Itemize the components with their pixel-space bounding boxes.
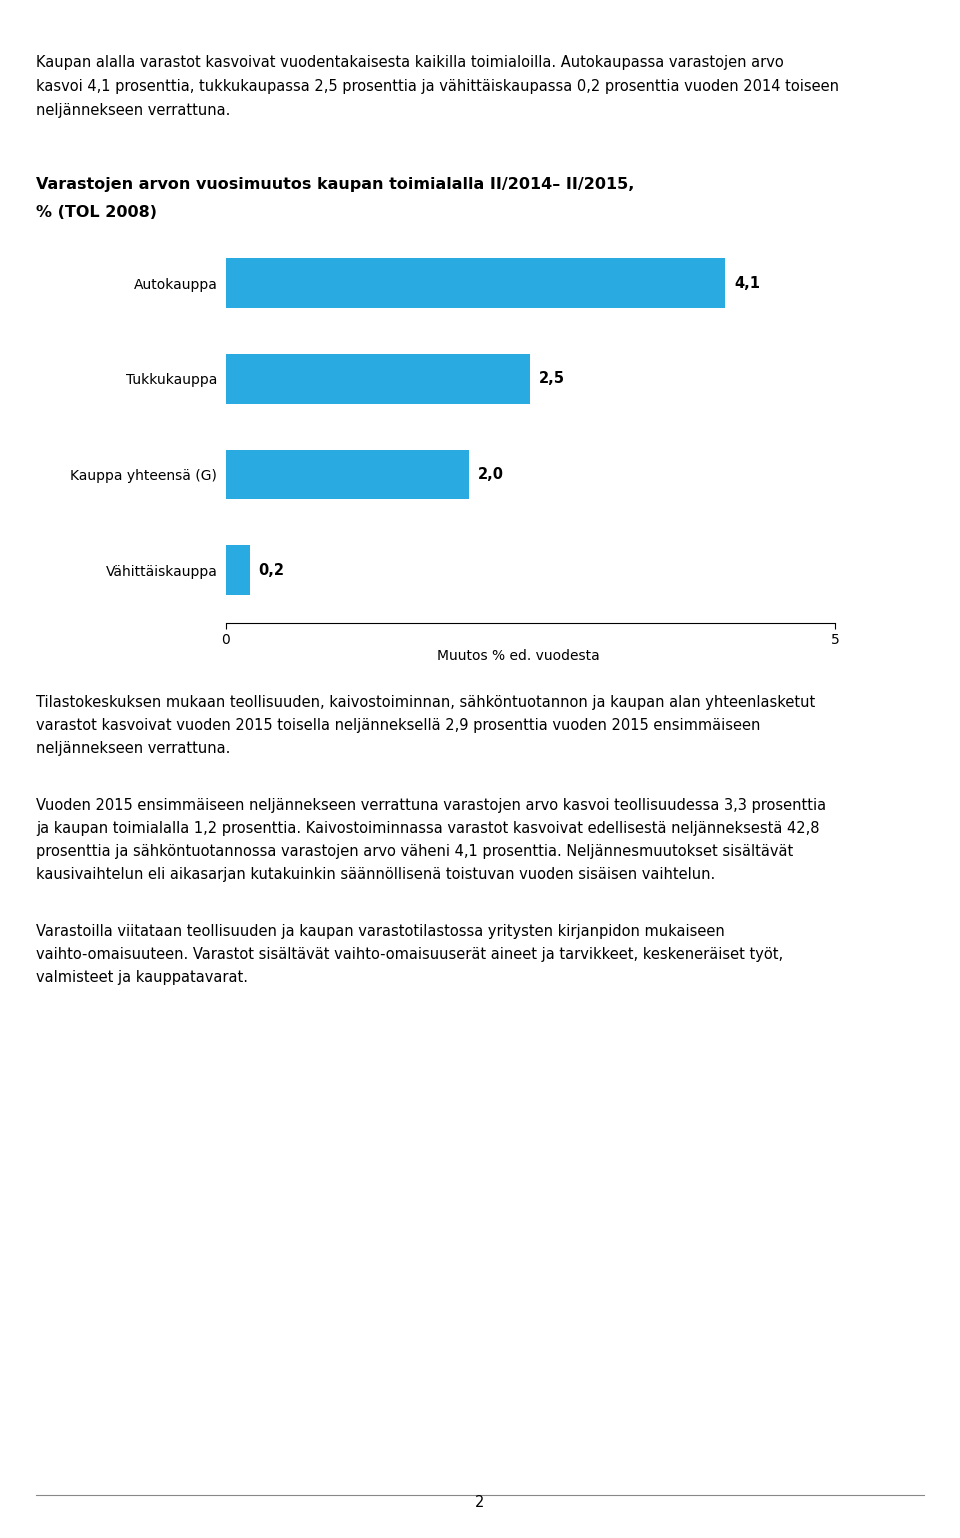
- Text: % (TOL 2008): % (TOL 2008): [36, 205, 157, 220]
- Bar: [226, 354, 531, 404]
- Text: neljännekseen verrattuna.: neljännekseen verrattuna.: [36, 103, 230, 118]
- Text: varastot kasvoivat vuoden 2015 toisella neljänneksellä 2,9 prosenttia vuoden 201: varastot kasvoivat vuoden 2015 toisella …: [36, 718, 761, 734]
- Text: Muutos % ed. vuodesta: Muutos % ed. vuodesta: [437, 649, 600, 663]
- Text: Kaupan alalla varastot kasvoivat vuodentakaisesta kaikilla toimialoilla. Autokau: Kaupan alalla varastot kasvoivat vuodent…: [36, 55, 784, 71]
- Text: Vuoden 2015 ensimmäiseen neljännekseen verrattuna varastojen arvo kasvoi teollis: Vuoden 2015 ensimmäiseen neljännekseen v…: [36, 798, 827, 814]
- Text: Tilastokeskuksen mukaan teollisuuden, kaivostoiminnan, sähköntuotannon ja kaupan: Tilastokeskuksen mukaan teollisuuden, ka…: [36, 695, 816, 711]
- Text: 2,5: 2,5: [539, 372, 564, 386]
- Text: 0,2: 0,2: [258, 563, 284, 578]
- Text: Varastojen arvon vuosimuutos kaupan toimialalla II/2014– II/2015,: Varastojen arvon vuosimuutos kaupan toim…: [36, 177, 635, 192]
- Text: 2,0: 2,0: [478, 468, 504, 481]
- Bar: [226, 258, 726, 308]
- Text: 2: 2: [475, 1495, 485, 1510]
- Bar: [226, 449, 469, 500]
- Text: neljännekseen verrattuna.: neljännekseen verrattuna.: [36, 741, 230, 757]
- Text: 4,1: 4,1: [734, 275, 760, 291]
- Text: Varastoilla viitataan teollisuuden ja kaupan varastotilastossa yritysten kirjanp: Varastoilla viitataan teollisuuden ja ka…: [36, 924, 725, 940]
- Text: vaihto-omaisuuteen. Varastot sisältävät vaihto-omaisuuserät aineet ja tarvikkeet: vaihto-omaisuuteen. Varastot sisältävät …: [36, 947, 783, 963]
- Text: kasvoi 4,1 prosenttia, tukkukaupassa 2,5 prosenttia ja vähittäiskaupassa 0,2 pro: kasvoi 4,1 prosenttia, tukkukaupassa 2,5…: [36, 78, 839, 94]
- Bar: [226, 546, 250, 595]
- Text: prosenttia ja sähköntuotannossa varastojen arvo väheni 4,1 prosenttia. Neljännes: prosenttia ja sähköntuotannossa varastoj…: [36, 844, 794, 860]
- Text: ja kaupan toimialalla 1,2 prosenttia. Kaivostoiminnassa varastot kasvoivat edell: ja kaupan toimialalla 1,2 prosenttia. Ka…: [36, 821, 820, 837]
- Text: kausivaihtelun eli aikasarjan kutakuinkin säännöllisenä toistuvan vuoden sisäise: kausivaihtelun eli aikasarjan kutakuinki…: [36, 867, 716, 883]
- Text: valmisteet ja kauppatavarat.: valmisteet ja kauppatavarat.: [36, 970, 249, 986]
